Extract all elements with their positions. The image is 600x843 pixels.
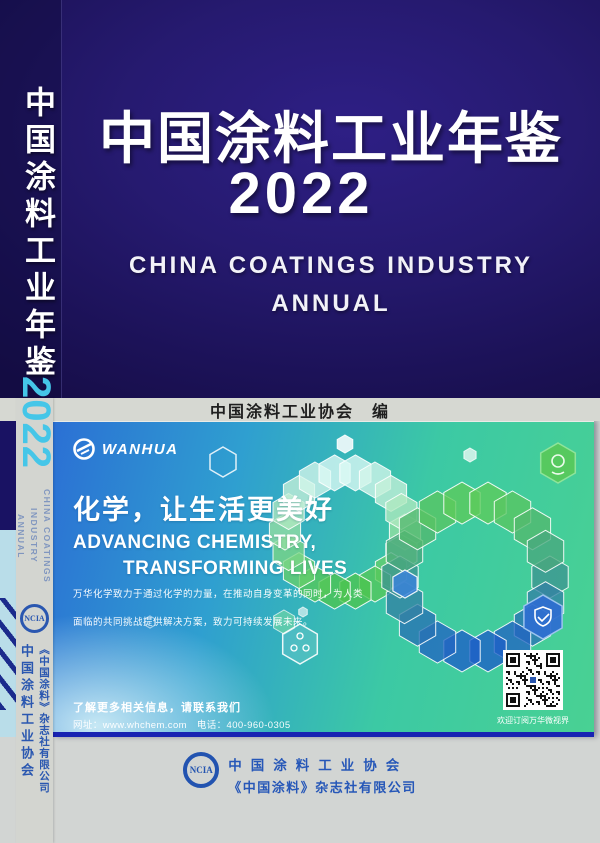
ncia-logo-footer-text: NCIA: [189, 765, 213, 775]
ncia-logo-spine: NCIA: [20, 604, 49, 633]
spine-subtitle-line1: CHINA COATINGS INDUSTRY: [29, 488, 52, 584]
left-edge-navy: [0, 398, 16, 530]
footer-association-name: 中国涂料工业协会: [228, 758, 409, 773]
spine-year: 2022: [14, 376, 58, 469]
qr-caption: 欢迎订阅万华微视界: [497, 716, 569, 725]
front-cover-top: 中国涂料工业年鉴 2022 CHINA COATINGS INDUSTRY AN…: [0, 0, 600, 398]
editor-line: 中国涂料工业协会 编: [209, 403, 390, 421]
spine-subtitle: CHINA COATINGS INDUSTRY ANNUAL: [16, 466, 53, 606]
ad-slogan-line2: TRANSFORMING LIVES: [123, 558, 348, 579]
cover-year: 2022: [228, 161, 374, 226]
ncia-logo-text: NCIA: [24, 614, 45, 623]
spine-publisher-name: 《中国涂料》杂志社有限公司: [38, 644, 50, 794]
cover-subtitle-line1: CHINA COATINGS INDUSTRY: [128, 252, 534, 279]
editor-band: 中国涂料工业协会 编: [0, 398, 600, 421]
cover-title: 中国涂料工业年鉴: [99, 107, 563, 170]
infinity-hexagon-art: [144, 434, 577, 673]
ad-slogan-line1: ADVANCING CHEMISTRY,: [73, 532, 317, 553]
ad-contact-info: 网址：www.whchem.com 电话：400-960-0305: [73, 720, 291, 731]
ad-headline: 化学，让生活更美好: [73, 495, 334, 525]
spine-fold-shade: [0, 0, 62, 398]
qr-code: [503, 650, 563, 710]
wanhua-brand: WANHUA: [73, 438, 179, 460]
wanhua-brand-name: WANHUA: [102, 440, 179, 458]
footer: NCIA 中国涂料工业协会 《中国涂料》杂志社有限公司: [0, 737, 600, 843]
ad-body-line1: 万华化学致力于通过化学的力量，在推动自身变革的同时，为人类: [73, 589, 364, 600]
spine-title: 中国涂料工业年鉴: [20, 86, 55, 382]
ad-body-line2: 面临的共同挑战提供解决方案，致力可持续发展未来。: [73, 617, 314, 628]
ad-contact-title: 了解更多相关信息，请联系我们: [73, 702, 241, 714]
ncia-logo-footer: NCIA: [183, 752, 220, 788]
spine-lower-band: CHINA COATINGS INDUSTRY ANNUAL NCIA 中国涂料…: [16, 398, 53, 843]
spine-publisher-columns: 中国涂料工业协会 《中国涂料》杂志社有限公司: [16, 644, 53, 794]
footer-publisher-name: 《中国涂料》杂志社有限公司: [228, 780, 417, 795]
spine-association-name: 中国涂料工业协会: [19, 644, 34, 780]
cover-subtitle-line2: ANNUAL: [271, 290, 391, 317]
footer-publisher-block: 中国涂料工业协会 《中国涂料》杂志社有限公司: [228, 752, 417, 796]
left-edge-diagonal-stripes: [0, 598, 16, 710]
spine-subtitle-line2: ANNUAL: [16, 513, 26, 559]
wanhua-ad-card: WANHUA 化学，让生活更美好 ADVANCING CHEMISTRY, TR…: [53, 420, 594, 737]
wanhua-logo-icon: [73, 438, 95, 460]
